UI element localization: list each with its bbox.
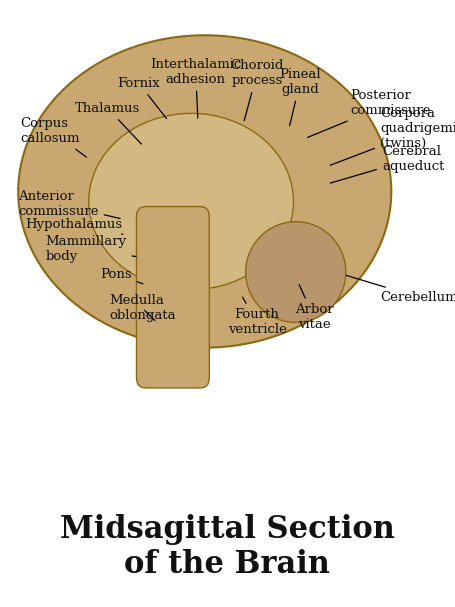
FancyBboxPatch shape — [136, 206, 209, 388]
Text: Anterior
commissure: Anterior commissure — [18, 190, 120, 219]
Text: Pons: Pons — [100, 268, 143, 283]
Text: Corpus
callosum: Corpus callosum — [20, 117, 86, 157]
Text: Cerebellum: Cerebellum — [346, 276, 455, 304]
Text: Corpora
quadrigemina
(twins): Corpora quadrigemina (twins) — [330, 107, 455, 165]
Ellipse shape — [18, 35, 391, 348]
Text: Fourth
ventricle: Fourth ventricle — [228, 297, 287, 336]
Text: Posterior
commissure: Posterior commissure — [308, 89, 431, 138]
Text: Hypothalamus: Hypothalamus — [25, 218, 123, 234]
Ellipse shape — [89, 114, 293, 290]
Text: Choroid
process: Choroid process — [230, 59, 284, 121]
Text: Interthalamic
adhesion: Interthalamic adhesion — [150, 58, 241, 118]
Text: Midsagittal Section
of the Brain: Midsagittal Section of the Brain — [60, 514, 395, 580]
Text: Mammillary
body: Mammillary body — [46, 236, 136, 263]
Text: Cerebral
aqueduct: Cerebral aqueduct — [330, 144, 445, 183]
Text: Medulla
oblongata: Medulla oblongata — [109, 294, 176, 322]
Ellipse shape — [246, 222, 346, 322]
Text: Pineal
gland: Pineal gland — [279, 67, 321, 126]
Text: Arbor
vitae: Arbor vitae — [295, 285, 333, 331]
Text: Thalamus: Thalamus — [75, 102, 142, 144]
Text: Fornix: Fornix — [117, 76, 167, 119]
